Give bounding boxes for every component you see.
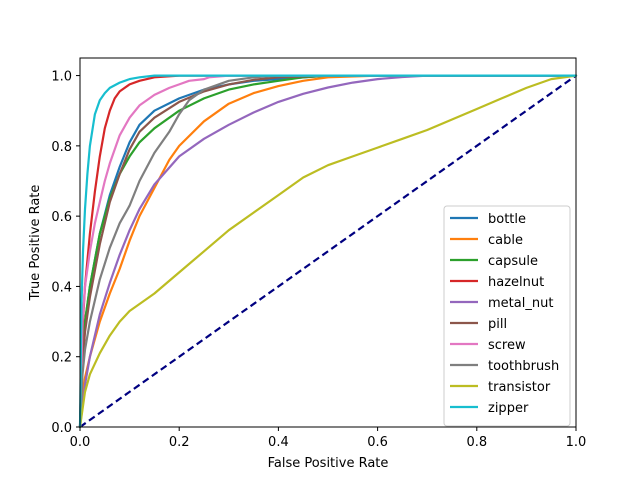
x-tick-label: 0.2 (169, 435, 190, 450)
legend-label-toothbrush: toothbrush (488, 359, 559, 374)
diagonal-layer (79, 74, 577, 428)
legend-label-metal-nut: metal_nut (488, 296, 553, 311)
legend-label-pill: pill (488, 317, 507, 332)
legend-label-hazelnut: hazelnut (488, 275, 544, 290)
series-line-pill (78, 74, 578, 429)
x-tick-label: 0.0 (70, 435, 91, 450)
series-line-capsule (78, 74, 578, 429)
series-line-metal-nut (78, 74, 578, 429)
legend-label-screw: screw (488, 338, 526, 353)
x-tick-label: 0.4 (268, 435, 289, 450)
series-line-screw (78, 74, 578, 429)
legend-label-transistor: transistor (488, 380, 551, 395)
y-tick-label: 0.0 (51, 421, 72, 436)
y-tick-label: 0.8 (51, 140, 72, 155)
legend-label-bottle: bottle (488, 212, 526, 227)
x-axis-label: False Positive Rate (268, 456, 389, 471)
y-axis-label: True Positive Rate (28, 185, 43, 302)
y-tick-label: 0.2 (51, 351, 72, 366)
x-axis-ticks: 0.0 0.2 0.4 0.6 0.8 1.0 (70, 427, 587, 450)
legend-label-capsule: capsule (488, 254, 538, 269)
series-line-toothbrush (78, 74, 578, 429)
y-axis-ticks: 0.0 0.2 0.4 0.6 0.8 1.0 (51, 70, 80, 436)
series-line-transistor (78, 74, 578, 429)
x-tick-label: 0.6 (367, 435, 388, 450)
y-tick-label: 0.4 (51, 280, 72, 295)
x-tick-label: 0.8 (466, 435, 487, 450)
y-tick-label: 0.6 (51, 210, 72, 225)
chance-diagonal-line (79, 74, 577, 428)
y-tick-label: 1.0 (51, 70, 72, 85)
series-layer (78, 74, 578, 429)
x-tick-label: 1.0 (566, 435, 587, 450)
legend-label-zipper: zipper (488, 401, 529, 416)
axes-frame (79, 57, 577, 428)
legend-label-cable: cable (488, 233, 523, 248)
series-line-zipper (78, 74, 578, 429)
